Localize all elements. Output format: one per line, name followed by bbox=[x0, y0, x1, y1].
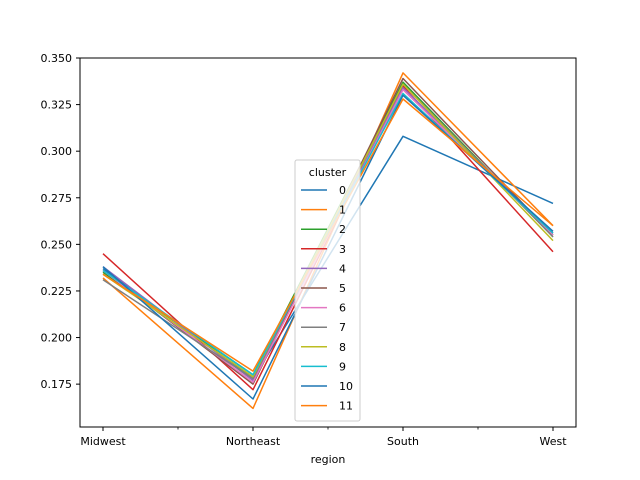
y-tick-label: 0.275 bbox=[41, 192, 73, 205]
legend-label-10: 10 bbox=[339, 380, 353, 393]
x-tick-label: South bbox=[387, 435, 419, 448]
y-tick-label: 0.325 bbox=[41, 99, 73, 112]
legend-label-5: 5 bbox=[339, 282, 346, 295]
x-axis-ticks: Midwest Northeast South West bbox=[80, 427, 567, 448]
legend-label-0: 0 bbox=[339, 184, 346, 197]
y-axis-ticks: 0.175 0.200 0.225 0.250 0.275 0.300 0.325 0.350 bbox=[41, 52, 80, 391]
plot-frame bbox=[79, 57, 577, 428]
legend-label-1: 1 bbox=[339, 204, 346, 217]
legend-box bbox=[294, 159, 361, 422]
x-tick-label: Northeast bbox=[226, 435, 281, 448]
legend-label-11: 11 bbox=[339, 400, 353, 413]
legend-label-9: 9 bbox=[339, 360, 346, 373]
x-axis-title: region bbox=[311, 453, 346, 466]
legend-label-2: 2 bbox=[339, 223, 346, 236]
y-tick-label: 0.200 bbox=[41, 332, 73, 345]
y-tick-label: 0.175 bbox=[41, 378, 73, 391]
y-tick-label: 0.300 bbox=[41, 145, 73, 158]
legend-label-8: 8 bbox=[339, 341, 346, 354]
legend: cluster 0 1 2 3 4 5 6 7 8 9 10 11 bbox=[294, 159, 361, 422]
legend-label-7: 7 bbox=[339, 321, 346, 334]
y-tick-label: 0.250 bbox=[41, 238, 73, 251]
legend-label-3: 3 bbox=[339, 243, 346, 256]
legend-label-6: 6 bbox=[339, 302, 346, 315]
x-tick-label: Midwest bbox=[80, 435, 126, 448]
legend-label-4: 4 bbox=[339, 262, 346, 275]
y-tick-label: 0.225 bbox=[41, 285, 73, 298]
x-tick-label: West bbox=[539, 435, 567, 448]
legend-title: cluster bbox=[309, 166, 347, 179]
y-tick-label: 0.350 bbox=[41, 52, 73, 65]
